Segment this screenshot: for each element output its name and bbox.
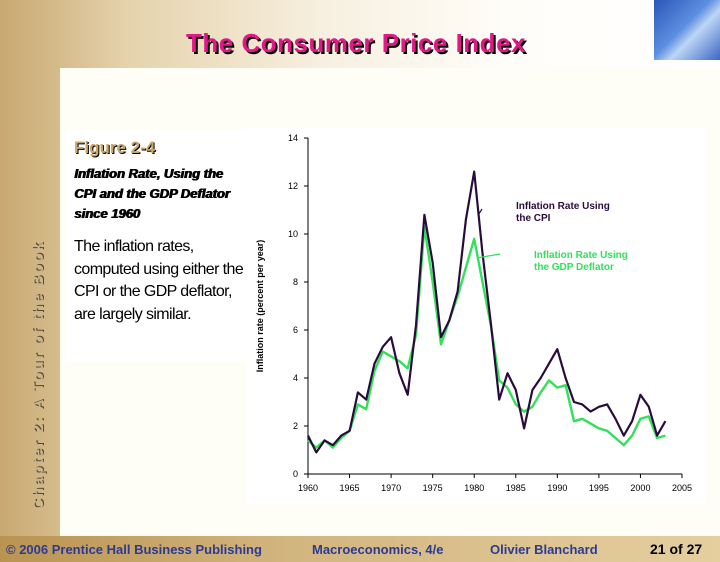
y-axis-label: Inflation rate (percent per year): [255, 240, 265, 373]
x-tick-label: 1960: [298, 483, 318, 493]
x-tick-label: 1985: [506, 483, 526, 493]
x-tick-label: 1980: [464, 483, 484, 493]
y-tick-label: 2: [293, 421, 298, 431]
cpi-series-line: [307, 170, 667, 454]
footer-page-number: 21 of 27: [650, 541, 703, 557]
footer-bar: [0, 536, 720, 562]
slide-title: The Consumer Price Index: [186, 28, 526, 58]
inflation-chart: 0 2 4 6 8 10 12 14 1960 1965 1970 1975 1980 1985 1990 1…: [255, 133, 692, 493]
y-tick-label: 0: [293, 469, 298, 479]
series-annotation-label: the CPI: [516, 213, 551, 224]
x-tick-label: 1990: [547, 483, 567, 493]
y-tick-label: 4: [293, 373, 298, 383]
annotation-leader-line: [476, 253, 501, 259]
series-annotation-label: Inflation Rate Using: [534, 250, 628, 261]
figure-caption: Inflation Rate, Using the CPI and the GD…: [74, 166, 230, 221]
annotation-leader-line: [477, 208, 483, 216]
x-tick-label: 2005: [672, 483, 692, 493]
x-tick-label: 1970: [381, 483, 401, 493]
y-tick-label: 12: [288, 181, 298, 191]
footer-copyright: © 2006 Prentice Hall Business Publishing: [6, 542, 262, 557]
y-tick-label: 8: [293, 277, 298, 287]
series-annotation-label: Inflation Rate Using: [516, 201, 610, 212]
y-tick-label: 10: [288, 229, 298, 239]
footer-book-title: Macroeconomics, 4/e: [312, 542, 444, 557]
footer-author: Olivier Blanchard: [490, 542, 598, 557]
y-tick-label: 6: [293, 325, 298, 335]
deflator-series-line: [307, 225, 666, 449]
x-tick-label: 1975: [423, 483, 443, 493]
corner-decoration: [654, 0, 720, 60]
figure-description: The inflation rates, computed using eith…: [74, 236, 246, 326]
series-annotation-label: the GDP Deflator: [534, 262, 614, 273]
figure-number: Figure 2-4: [74, 138, 156, 157]
x-tick-label: 1995: [589, 483, 609, 493]
x-tick-label: 1965: [340, 483, 360, 493]
chapter-vertical-label: Chapter 2: A Tour of the Book: [30, 240, 47, 510]
x-tick-label: 2000: [630, 483, 650, 493]
y-tick-label: 14: [288, 133, 298, 143]
